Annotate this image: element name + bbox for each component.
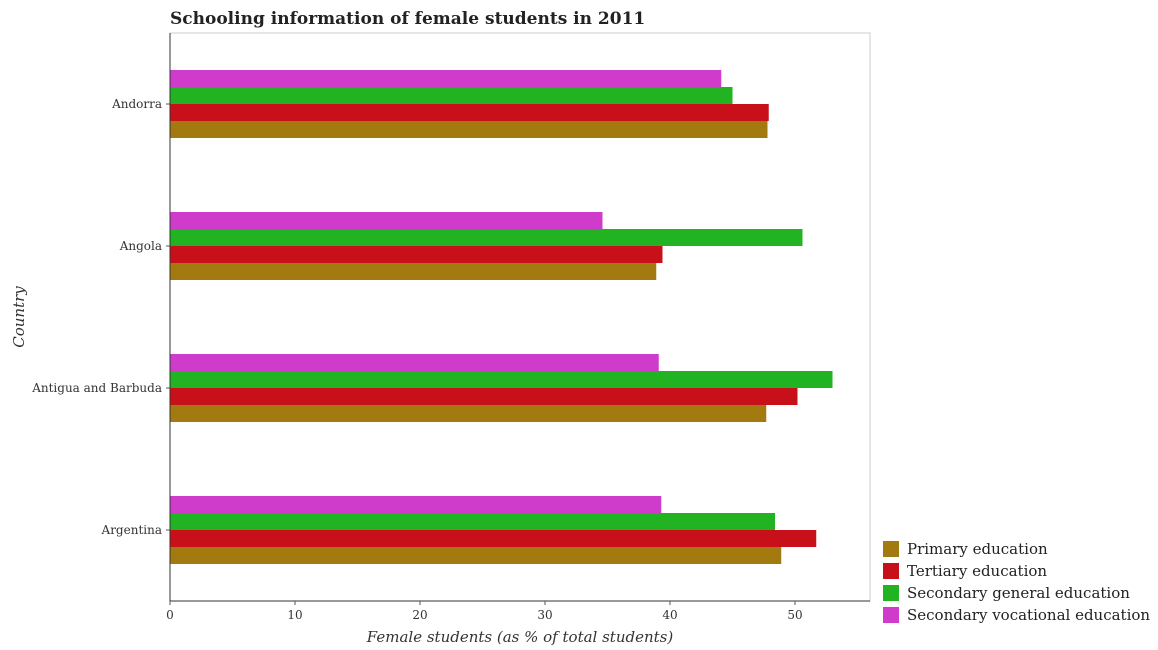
bar-argentina-primary-education — [170, 547, 782, 564]
y-tick-label-antigua-and-barbuda: Antigua and Barbuda — [31, 381, 162, 395]
x-tick-label-0: 0 — [166, 608, 174, 622]
bar-angola-secondary-general-education — [170, 229, 803, 246]
bar-andorra-primary-education — [170, 121, 768, 138]
bar-argentina-secondary-vocational-education — [170, 496, 662, 513]
x-tick-label-10: 10 — [287, 608, 302, 622]
bar-angola-primary-education — [170, 263, 657, 280]
y-tick-label-angola: Angola — [119, 239, 162, 253]
x-axis: 0 10 20 30 40 50 — [166, 600, 870, 622]
legend-label-primary-education: Primary education — [907, 540, 1048, 558]
bar-antigua-and-barbuda-secondary-vocational-education — [170, 354, 659, 371]
y-tick-label-andorra: Andorra — [111, 97, 162, 111]
legend-swatch-secondary-general-education — [883, 585, 899, 601]
bar-antigua-and-barbuda-tertiary-education — [170, 388, 798, 405]
bar-andorra-secondary-general-education — [170, 87, 733, 104]
bar-andorra-tertiary-education — [170, 104, 769, 121]
x-tick-label-20: 20 — [412, 608, 427, 622]
legend: Primary education Tertiary education Secon… — [883, 540, 1150, 624]
x-tick-label-40: 40 — [662, 608, 677, 622]
x-tick-label-50: 50 — [787, 608, 802, 622]
bar-argentina-secondary-general-education — [170, 513, 775, 530]
y-axis-label: Country — [10, 286, 28, 348]
bars — [170, 70, 833, 564]
y-tick-label-argentina: Argentina — [101, 523, 162, 537]
legend-swatch-tertiary-education — [883, 563, 899, 579]
bar-argentina-tertiary-education — [170, 530, 817, 547]
x-axis-label: Female students (as % of total students) — [366, 628, 674, 646]
legend-swatch-primary-education — [883, 541, 899, 557]
legend-label-secondary-general-education: Secondary general education — [907, 584, 1130, 602]
legend-label-tertiary-education: Tertiary education — [907, 562, 1047, 580]
legend-label-secondary-vocational-education: Secondary vocational education — [907, 606, 1150, 624]
x-tick-label-30: 30 — [537, 608, 552, 622]
chart-title: Schooling information of female students… — [170, 9, 645, 29]
bar-angola-secondary-vocational-education — [170, 212, 603, 229]
bar-antigua-and-barbuda-primary-education — [170, 405, 767, 422]
bar-andorra-secondary-vocational-education — [170, 70, 722, 87]
legend-swatch-secondary-vocational-education — [883, 607, 899, 623]
y-axis: Andorra Angola Antigua and Barbuda Argentin… — [31, 33, 171, 601]
bar-antigua-and-barbuda-secondary-general-education — [170, 371, 833, 388]
bar-angola-tertiary-education — [170, 246, 663, 263]
